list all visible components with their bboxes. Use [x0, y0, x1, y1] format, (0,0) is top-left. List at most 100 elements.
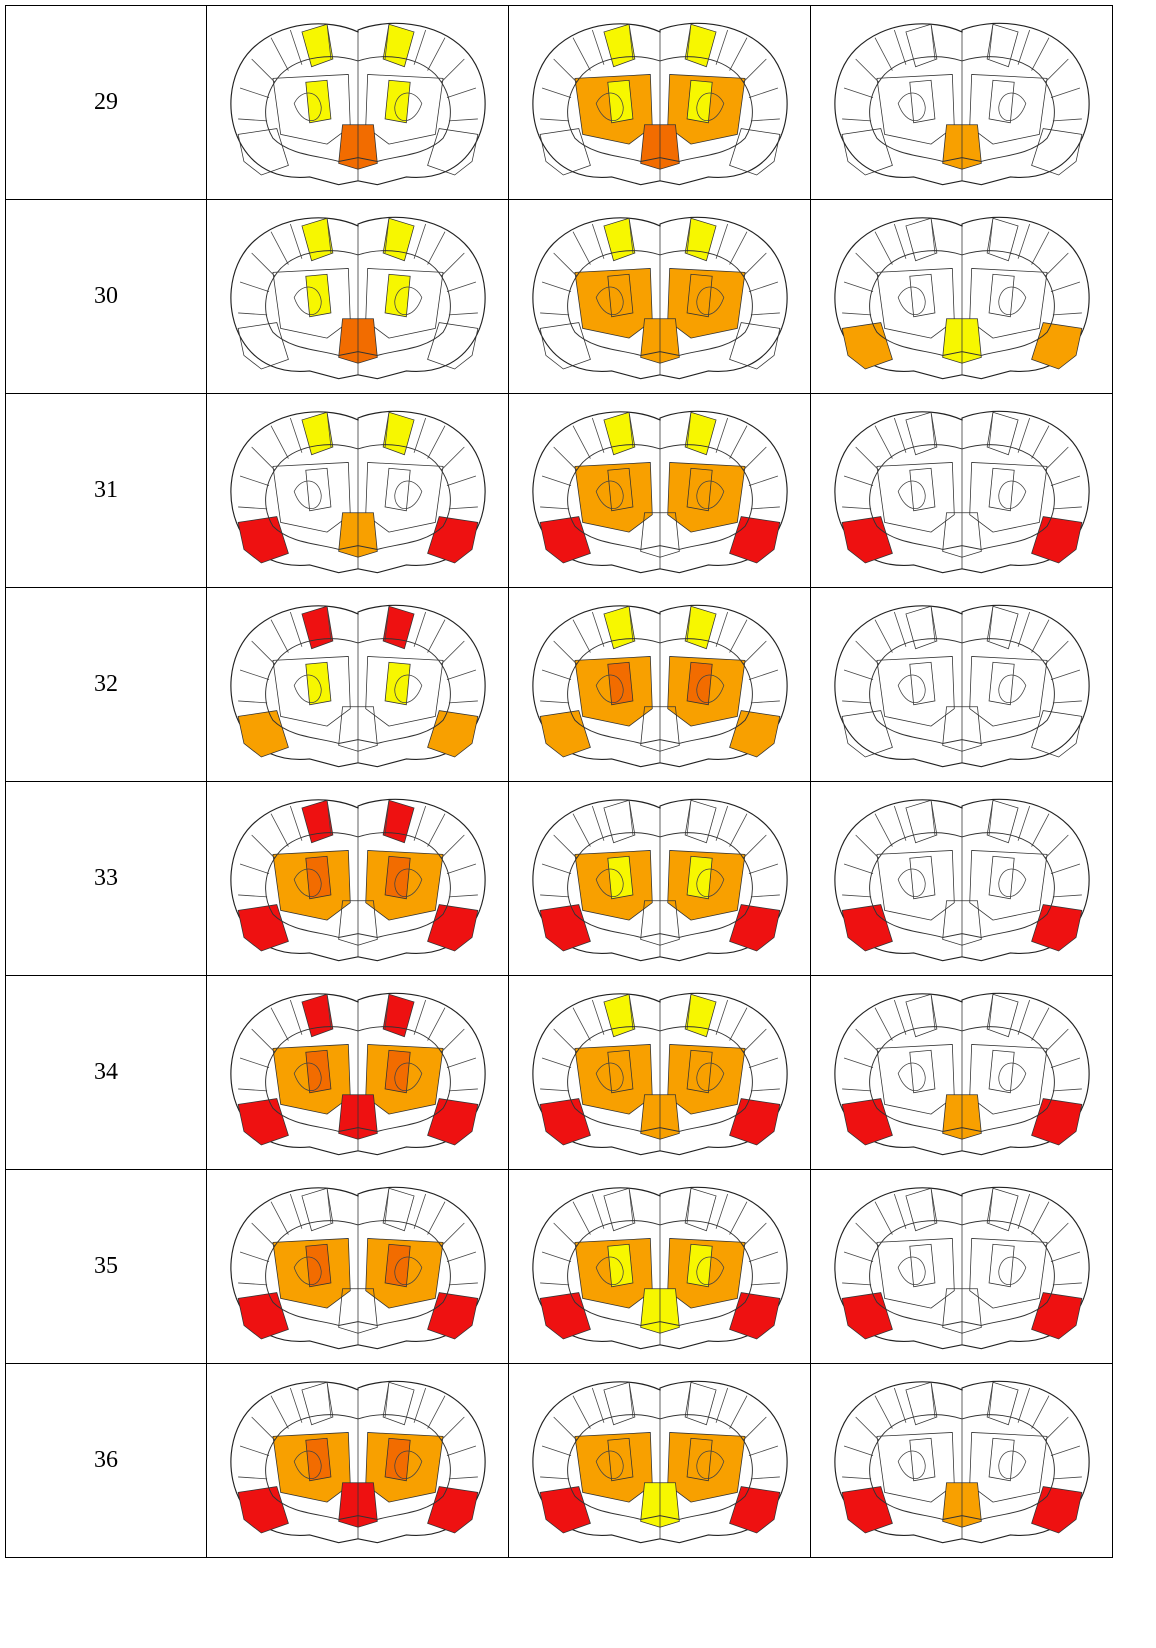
region-border	[628, 994, 633, 1030]
region	[908, 467, 935, 512]
region	[382, 993, 415, 1038]
region-border	[897, 674, 926, 704]
region	[382, 217, 415, 262]
region	[1030, 128, 1082, 176]
region-border	[841, 312, 871, 316]
region	[875, 656, 955, 727]
brain-section	[833, 216, 1090, 380]
region-border	[988, 606, 993, 642]
region-border	[539, 312, 569, 316]
region	[237, 1098, 289, 1146]
region-border	[728, 1395, 747, 1429]
region	[384, 1437, 411, 1482]
region-border	[384, 606, 389, 642]
region-border	[1017, 417, 1030, 453]
region-border	[448, 1476, 478, 1480]
region	[684, 1381, 717, 1426]
region	[364, 656, 444, 727]
region-border	[854, 640, 879, 665]
region-border	[426, 425, 445, 459]
image-cell	[206, 5, 509, 200]
region-border	[552, 640, 577, 665]
region-border	[1030, 231, 1049, 265]
region	[384, 273, 411, 318]
region	[875, 1044, 955, 1115]
region-border	[326, 606, 331, 642]
brain-section	[531, 798, 788, 962]
region-border	[893, 611, 906, 647]
region	[968, 1044, 1048, 1115]
right-half	[364, 23, 478, 176]
region	[606, 855, 633, 900]
region-border	[843, 669, 873, 681]
region-border	[413, 805, 426, 841]
region-border	[595, 1450, 624, 1480]
region-border	[897, 1256, 926, 1286]
region-border	[595, 92, 624, 122]
region	[602, 1187, 635, 1232]
region	[606, 1437, 633, 1482]
region	[606, 273, 633, 318]
region	[904, 217, 937, 262]
region-border	[413, 417, 426, 453]
region-border	[748, 87, 778, 99]
region	[686, 661, 713, 706]
right-half	[666, 605, 780, 758]
region-border	[841, 1088, 871, 1092]
region	[841, 904, 893, 952]
region-border	[628, 218, 633, 254]
region	[986, 799, 1019, 844]
region	[684, 411, 717, 456]
region-border	[742, 1222, 767, 1247]
region-border	[384, 994, 389, 1030]
region-border	[591, 29, 604, 65]
region-border	[552, 1416, 577, 1441]
image-cell	[508, 5, 811, 200]
region-border	[988, 1382, 993, 1418]
left-half	[841, 1381, 955, 1534]
brain-section	[833, 604, 1090, 768]
region-border	[1050, 281, 1080, 293]
region	[728, 710, 780, 758]
region-border	[426, 1007, 445, 1041]
region	[941, 706, 982, 752]
region-border	[1017, 999, 1030, 1035]
region-border	[695, 1256, 724, 1286]
region	[728, 904, 780, 952]
region-border	[239, 1251, 269, 1263]
region-border	[552, 252, 577, 277]
region-border	[854, 252, 879, 277]
region-border	[541, 669, 571, 681]
region	[382, 799, 415, 844]
region	[904, 1187, 937, 1232]
region	[986, 217, 1019, 262]
region	[968, 268, 1048, 339]
region-border	[250, 446, 275, 471]
row-label: 30	[5, 199, 207, 394]
region	[686, 1437, 713, 1482]
image-cell	[810, 781, 1113, 976]
region	[686, 273, 713, 318]
left-half	[539, 1187, 653, 1340]
region-border	[695, 674, 724, 704]
region-border	[440, 58, 465, 83]
region-border	[988, 1188, 993, 1224]
region-border	[897, 1062, 926, 1092]
region-border	[874, 231, 893, 265]
region-border	[742, 1416, 767, 1441]
region-border	[539, 1476, 569, 1480]
region-border	[843, 1251, 873, 1263]
region-border	[1044, 1028, 1069, 1053]
region-border	[591, 1387, 604, 1423]
region-border	[595, 868, 624, 898]
region-border	[595, 286, 624, 316]
region-border	[393, 868, 422, 898]
region-border	[270, 813, 289, 847]
region	[908, 273, 935, 318]
region-border	[854, 1222, 879, 1247]
region-border	[1030, 1007, 1049, 1041]
region-border	[686, 800, 691, 836]
region-border	[742, 446, 767, 471]
region-border	[440, 834, 465, 859]
region-border	[289, 1193, 302, 1229]
